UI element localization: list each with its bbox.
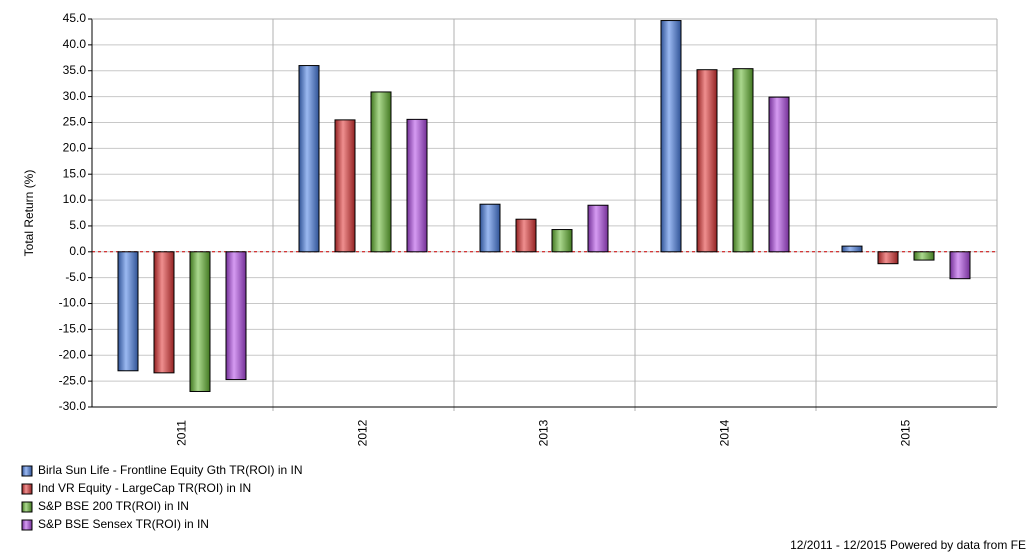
bar [370, 91, 392, 253]
footer: 12/2011 - 12/2015 Powered by data from F… [790, 538, 1026, 552]
y-tick-label: -15.0 [59, 322, 87, 336]
y-tick-label: 30.0 [63, 89, 87, 103]
y-tick-label: 20.0 [63, 141, 87, 155]
x-tick-label: 2012 [356, 419, 370, 446]
y-tick-label: 45.0 [63, 11, 87, 25]
bar [913, 251, 935, 261]
bar [189, 251, 211, 392]
y-tick-label: -10.0 [59, 296, 87, 310]
y-tick-label: 35.0 [63, 63, 87, 77]
legend-label: S&P BSE Sensex TR(ROI) in IN [38, 517, 209, 531]
y-tick-label: 10.0 [63, 192, 87, 206]
bar [949, 251, 971, 280]
y-tick-label: -30.0 [59, 399, 87, 413]
bar [696, 69, 718, 253]
legend-label: Ind VR Equity - LargeCap TR(ROI) in IN [38, 481, 251, 495]
x-tick-label: 2013 [537, 419, 551, 446]
x-tick-label: 2014 [718, 419, 732, 446]
legend-swatch [21, 483, 33, 495]
bar [877, 251, 899, 265]
legend-swatch [21, 501, 33, 513]
y-tick-label: 15.0 [63, 166, 87, 180]
bar [334, 119, 356, 253]
bar [551, 229, 573, 253]
bar [225, 251, 247, 381]
x-tick-label: 2015 [899, 419, 913, 446]
y-tick-label: 5.0 [69, 218, 86, 232]
bar [841, 245, 863, 253]
y-tick-label: 25.0 [63, 115, 87, 129]
bar [117, 251, 139, 372]
x-tick-label: 2011 [175, 420, 189, 446]
bar [298, 65, 320, 253]
bar [768, 96, 790, 253]
bar [153, 251, 175, 374]
y-axis-label: Total Return (%) [22, 170, 36, 257]
legend-label: S&P BSE 200 TR(ROI) in IN [38, 499, 189, 513]
y-tick-label: -5.0 [65, 270, 86, 284]
legend-label: Birla Sun Life - Frontline Equity Gth TR… [38, 463, 303, 477]
bar [587, 204, 609, 253]
legend-swatch [21, 465, 33, 477]
y-tick-label: -20.0 [59, 347, 87, 361]
y-tick-label: 40.0 [63, 37, 87, 51]
y-tick-label: 0.0 [69, 244, 86, 258]
y-tick-label: -25.0 [59, 373, 87, 387]
bar [660, 20, 682, 253]
bar [479, 203, 501, 253]
bar [732, 68, 754, 253]
legend-swatch [21, 519, 33, 531]
bar [515, 218, 537, 253]
bar [406, 118, 428, 253]
